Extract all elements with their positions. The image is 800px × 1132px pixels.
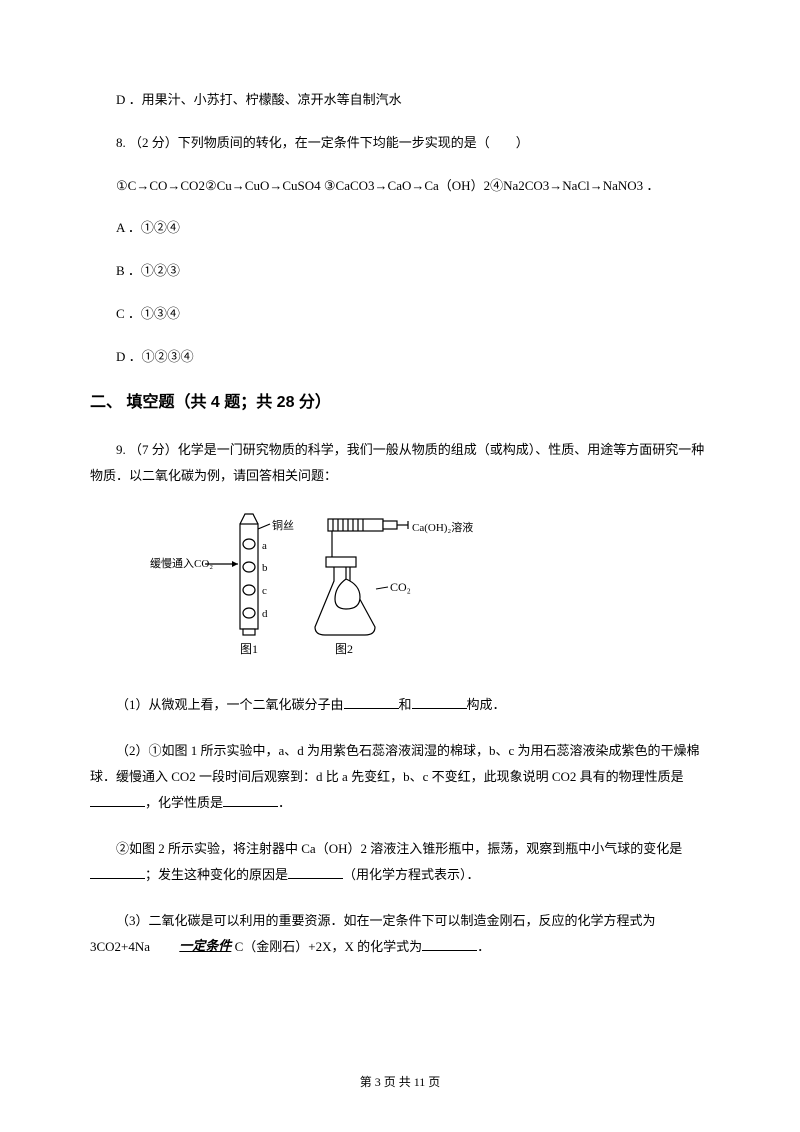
- page-footer: 第 3 页 共 11 页: [0, 1073, 800, 1092]
- q9-p3c: （用化学方程式表示）．: [343, 867, 480, 882]
- q9-p1: （1）从微观上看，一个二氧化碳分子由 和 构成．: [90, 692, 710, 718]
- label-d: d: [262, 608, 268, 620]
- q8-chain: ①C→CO→CO2②Cu→CuO→CuSO4 ③CaCO3→CaO→Ca（OH）…: [90, 176, 710, 197]
- label-b: b: [262, 562, 268, 574]
- q8-option-d: D ．①②③④: [90, 347, 710, 368]
- q9-p3b: ；发生这种变化的原因是: [145, 867, 288, 882]
- q9-p4: （3）二氧化碳是可以利用的重要资源．如在一定条件下可以制造金刚石，反应的化学方程…: [90, 908, 710, 961]
- q8-option-a: A ．①②④: [90, 218, 710, 239]
- label-c: c: [262, 585, 267, 597]
- label-copper: 铜丝: [272, 518, 294, 532]
- blank[interactable]: [90, 866, 145, 879]
- q9-p1a: （1）从微观上看，一个二氧化碳分子由: [116, 697, 344, 712]
- label-a: a: [262, 540, 267, 552]
- blank[interactable]: [412, 696, 467, 709]
- q8-option-c: C ．①③④: [90, 304, 710, 325]
- q9-p3a: ②如图 2 所示实验，将注射器中 Ca（OH）2 溶液注入锥形瓶中，振荡，观察到…: [116, 841, 682, 856]
- q9-p2b: ，化学性质是: [145, 795, 223, 810]
- blank[interactable]: [422, 938, 477, 951]
- label-fig1: 图1: [240, 642, 258, 656]
- section-2-heading: 二、 填空题（共 4 题；共 28 分）: [90, 390, 710, 416]
- q8-option-b: B ．①②③: [90, 261, 710, 282]
- label-slow: 缓慢通入CO₂: [150, 557, 213, 570]
- q9-figure-container: 缓慢通入CO₂ 铜丝 a b c d 图1: [90, 509, 710, 667]
- blank[interactable]: [288, 866, 343, 879]
- q9-p3: ②如图 2 所示实验，将注射器中 Ca（OH）2 溶液注入锥形瓶中，振荡，观察到…: [90, 836, 710, 888]
- q9-p2a: （2）①如图 1 所示实验中，a、d 为用紫色石蕊溶液润湿的棉球，b、c 为用石…: [90, 743, 700, 784]
- q9-p4c: ．: [477, 939, 490, 954]
- label-fig2: 图2: [335, 642, 353, 656]
- q9-stem: 9. （7 分）化学是一门研究物质的科学，我们一般从物质的组成（或构成）、性质、…: [90, 437, 710, 489]
- q9-p2: （2）①如图 1 所示实验中，a、d 为用紫色石蕊溶液润湿的棉球，b、c 为用石…: [90, 738, 710, 816]
- q7-option-d: D ．用果汁、小苏打、柠檬酸、凉开水等自制汽水: [90, 90, 710, 111]
- blank[interactable]: [223, 794, 278, 807]
- label-co2: CO₂: [390, 580, 411, 594]
- reaction-condition: 一定条件: [153, 933, 231, 959]
- q9-p4b: C（金刚石）+2X，X 的化学式为: [231, 939, 422, 954]
- q9-p1b: 和: [399, 697, 412, 712]
- q9-p2c: ．: [278, 795, 291, 810]
- label-caoh: Ca(OH)₂溶液: [412, 520, 473, 534]
- q9-p1c: 构成．: [467, 697, 506, 712]
- blank[interactable]: [344, 696, 399, 709]
- blank[interactable]: [90, 794, 145, 807]
- q9-figure-svg: 缓慢通入CO₂ 铜丝 a b c d 图1: [150, 509, 490, 659]
- q8-stem: 8. （2 分）下列物质间的转化，在一定条件下均能一步实现的是（ ）: [90, 133, 710, 154]
